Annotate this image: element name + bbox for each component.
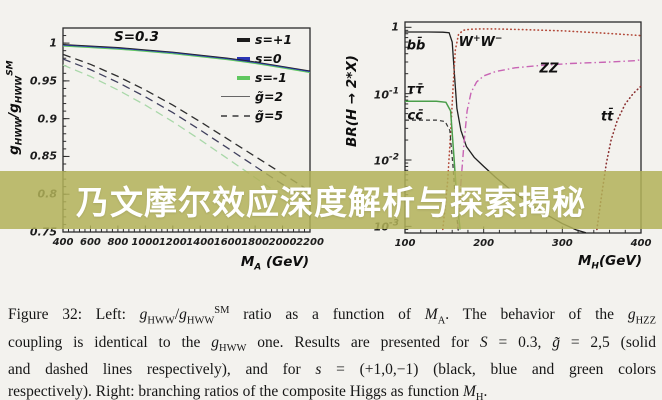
- series-s=0 g=2: [62, 44, 311, 73]
- curve-label: ττ̄: [406, 82, 424, 98]
- x-tick-label: 1600: [213, 237, 242, 248]
- series-ZZ: [457, 58, 642, 230]
- banner-title: 乃文摩尔效应深度解析与探索揭秘: [76, 183, 586, 222]
- x-tick-label: 300: [551, 238, 573, 249]
- y-tick-label: 1: [391, 20, 399, 34]
- plot-title: S=0.3: [114, 29, 159, 45]
- x-tick-label: 1200: [158, 237, 187, 248]
- x-tick-label: 600: [80, 237, 101, 248]
- y-tick-label: 0.85: [29, 149, 57, 163]
- curve-label: tt̄: [600, 109, 614, 125]
- y-tick-label: 1: [49, 36, 57, 50]
- legend-marker-icon: [218, 96, 250, 97]
- curve-label: ZZ: [539, 61, 559, 77]
- legend-label: s=0: [255, 51, 282, 66]
- legend-item: s=0: [218, 49, 292, 68]
- right-plot: BR(H → 2*X) MH(GeV) 100 200 300 400 1 10-1 10-…: [335, 0, 662, 280]
- x-tick-label: 2000: [268, 237, 297, 248]
- caption-line: respectively). Right: branching ratios o…: [8, 382, 488, 400]
- curve-label: bb̄: [406, 38, 426, 54]
- legend: s=+1 s=0 s=-1 g̃=2 g̃=5: [218, 30, 292, 125]
- series-s=-1 g=2: [62, 45, 311, 74]
- legend-label: g̃=2: [255, 89, 284, 104]
- curve-label: cc̄: [407, 108, 423, 124]
- x-tick-label: 100: [394, 238, 416, 249]
- legend-item: g̃=5: [218, 106, 292, 125]
- legend-marker-icon: [218, 114, 250, 117]
- x-axis-label: MH(GeV): [577, 253, 642, 272]
- y-tick-label: 0.9: [37, 112, 58, 126]
- legend-item: s=-1: [218, 68, 292, 87]
- caption-line: coupling is identical to the gHWW one. R…: [8, 333, 656, 354]
- x-tick-label: 400: [52, 237, 74, 248]
- x-tick-label: 800: [107, 237, 129, 248]
- x-tick-label: 1800: [241, 237, 270, 248]
- legend-marker-icon: [218, 37, 250, 42]
- chart-canvas: [404, 21, 642, 234]
- x-tick-label: 1000: [131, 237, 160, 248]
- left-plot: S=0.3 gHWW/gHWWSM MA (GeV) s=+1 s=0 s=-1 g̃…: [0, 0, 335, 280]
- legend-item: s=+1: [218, 30, 292, 49]
- plot-frame: [62, 27, 311, 233]
- series-s=+1 g=2: [62, 44, 311, 72]
- figure-caption: Figure 32: Left: gHWW/gHWWSM ratio as a …: [8, 300, 656, 400]
- caption-line: and dashed lines respectively), and for …: [8, 361, 656, 379]
- x-axis-label: MA (GeV): [240, 254, 309, 273]
- y-tick-label: 0.95: [29, 74, 57, 88]
- legend-marker-icon: [218, 75, 250, 80]
- legend-item: g̃=2: [218, 87, 292, 106]
- y-tick-label: 10-1: [373, 86, 399, 101]
- legend-label: s=-1: [255, 70, 287, 85]
- x-tick-label: 200: [473, 238, 495, 249]
- x-tick-label: 1400: [186, 237, 215, 248]
- curve-label: W+W−: [458, 33, 503, 51]
- banner-overlay: 乃文摩尔效应深度解析与探索揭秘: [0, 171, 662, 229]
- x-tick-label: 400: [630, 238, 652, 249]
- legend-label: g̃=5: [255, 108, 284, 123]
- series-tt: [596, 85, 642, 231]
- series-s=+1 g=5: [62, 53, 311, 192]
- legend-marker-icon: [218, 56, 250, 61]
- x-tick-label: 2200: [296, 237, 324, 248]
- caption-line: Figure 32: Left: gHWW/gHWWSM ratio as a …: [8, 305, 656, 327]
- y-tick-label: 10-2: [373, 152, 399, 168]
- plot-frame: [404, 21, 642, 234]
- legend-label: s=+1: [255, 32, 293, 47]
